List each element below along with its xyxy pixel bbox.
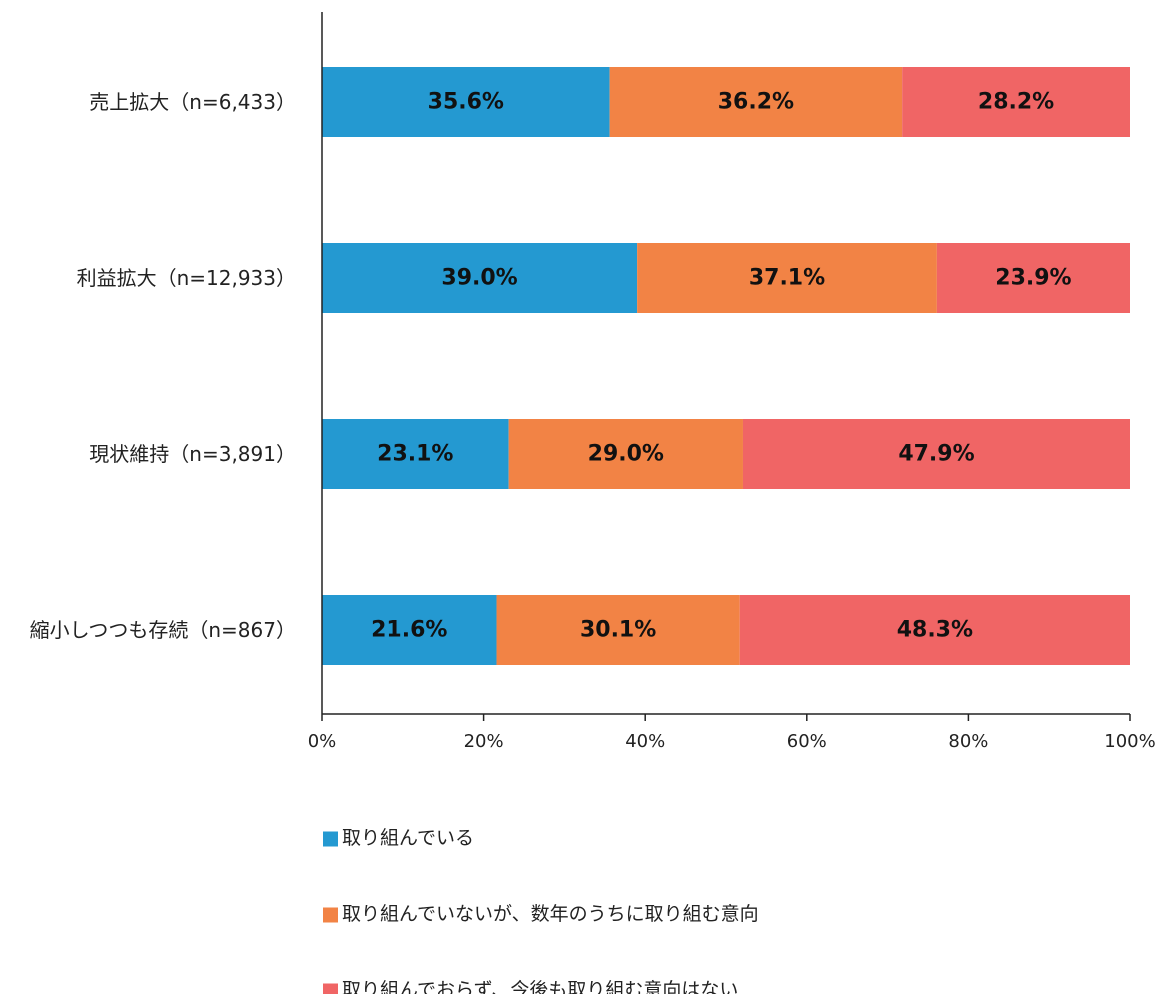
bar-value-label: 21.6% bbox=[371, 618, 447, 643]
category-label: 縮小しつつも存続（n=867） bbox=[30, 618, 296, 642]
legend: 取り組んでいる取り組んでいないが、数年のうちに取り組む意向取り組んでおらず、今後… bbox=[323, 827, 759, 994]
bar-value-label: 35.6% bbox=[428, 90, 504, 115]
bar-value-label: 39.0% bbox=[441, 266, 517, 291]
bar-segment bbox=[322, 243, 638, 313]
legend-label: 取り組んでいないが、数年のうちに取り組む意向 bbox=[342, 903, 759, 925]
bars-layer: 売上拡大（n=6,433） 35.6% 36.2% 28.2% 利益拡大（n=12,93… bbox=[30, 67, 1130, 665]
bar-value-label: 23.1% bbox=[377, 442, 453, 467]
bar-segment bbox=[739, 595, 1130, 665]
bar-value-label: 47.9% bbox=[898, 442, 974, 467]
legend-swatch bbox=[323, 983, 338, 994]
x-tick-label: 80% bbox=[948, 731, 988, 752]
bar-segment bbox=[322, 595, 497, 665]
legend-label: 取り組んでおらず、今後も取り組む意向はない bbox=[342, 979, 738, 994]
bar-segment bbox=[637, 243, 937, 313]
bar-segment bbox=[322, 67, 610, 137]
x-tick-label: 0% bbox=[308, 731, 337, 752]
bar-segment bbox=[609, 67, 903, 137]
legend-swatch bbox=[323, 907, 338, 923]
legend-item: 取り組んでおらず、今後も取り組む意向はない bbox=[323, 979, 738, 994]
category-label: 売上拡大（n=6,433） bbox=[89, 90, 296, 114]
x-tick-label: 100% bbox=[1104, 731, 1155, 752]
bar-value-label: 30.1% bbox=[580, 618, 656, 643]
bar-value-label: 37.1% bbox=[749, 266, 825, 291]
bar-segment bbox=[902, 67, 1130, 137]
category-label: 現状維持（n=3,891） bbox=[89, 442, 296, 466]
bar-segment bbox=[508, 419, 743, 489]
axis-layer: 0% 20% 40% 60% 80% 100% bbox=[308, 12, 1156, 752]
bar-value-label: 23.9% bbox=[995, 266, 1071, 291]
bar-value-label: 28.2% bbox=[978, 90, 1054, 115]
legend-label: 取り組んでいる bbox=[342, 827, 474, 849]
bar-segment bbox=[496, 595, 740, 665]
x-tick-label: 20% bbox=[464, 731, 504, 752]
legend-swatch bbox=[323, 831, 338, 847]
bar-segment bbox=[742, 419, 1130, 489]
bar-segment bbox=[322, 419, 509, 489]
x-tick-label: 60% bbox=[787, 731, 827, 752]
bar-value-label: 48.3% bbox=[897, 618, 973, 643]
bar-value-label: 29.0% bbox=[588, 442, 664, 467]
category-label: 利益拡大（n=12,933） bbox=[77, 266, 296, 290]
legend-item: 取り組んでいないが、数年のうちに取り組む意向 bbox=[323, 903, 759, 925]
legend-item: 取り組んでいる bbox=[323, 827, 474, 849]
x-tick-label: 40% bbox=[625, 731, 665, 752]
bar-value-label: 36.2% bbox=[718, 90, 794, 115]
bar-segment bbox=[936, 243, 1130, 313]
